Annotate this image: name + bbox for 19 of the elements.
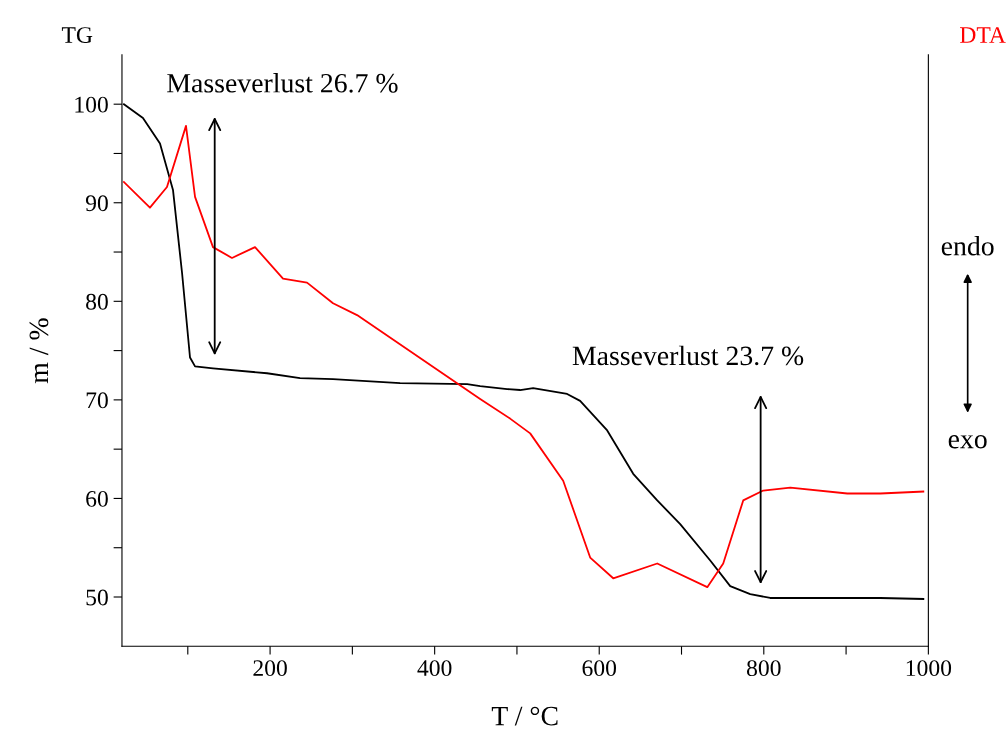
y-tick-label: 100	[75, 96, 108, 113]
y-tick-label: 60	[86, 490, 108, 507]
text: endo	[941, 235, 994, 256]
text: TG	[61, 27, 93, 44]
x-tick-label: 200	[253, 660, 287, 677]
x-tick-label: 400	[417, 660, 452, 677]
x-tick-label: 1000	[906, 660, 952, 677]
text: DTA	[960, 27, 1006, 43]
x-tick-label: 800	[746, 660, 781, 677]
annotation: Masseverlust 23.7 %	[572, 345, 804, 366]
y-tick-label: 90	[85, 195, 108, 212]
annotation: Masseverlust 26.7 %	[167, 73, 398, 93]
y-axis-title: m / %	[29, 318, 49, 384]
x-tick-label: 600	[582, 660, 617, 677]
x-axis-title: T / °C	[491, 706, 558, 726]
y-tick-label: 70	[86, 392, 108, 409]
text: exo	[948, 435, 987, 449]
y-tick-label: 80	[86, 293, 108, 310]
y-tick-label: 50	[86, 589, 108, 606]
